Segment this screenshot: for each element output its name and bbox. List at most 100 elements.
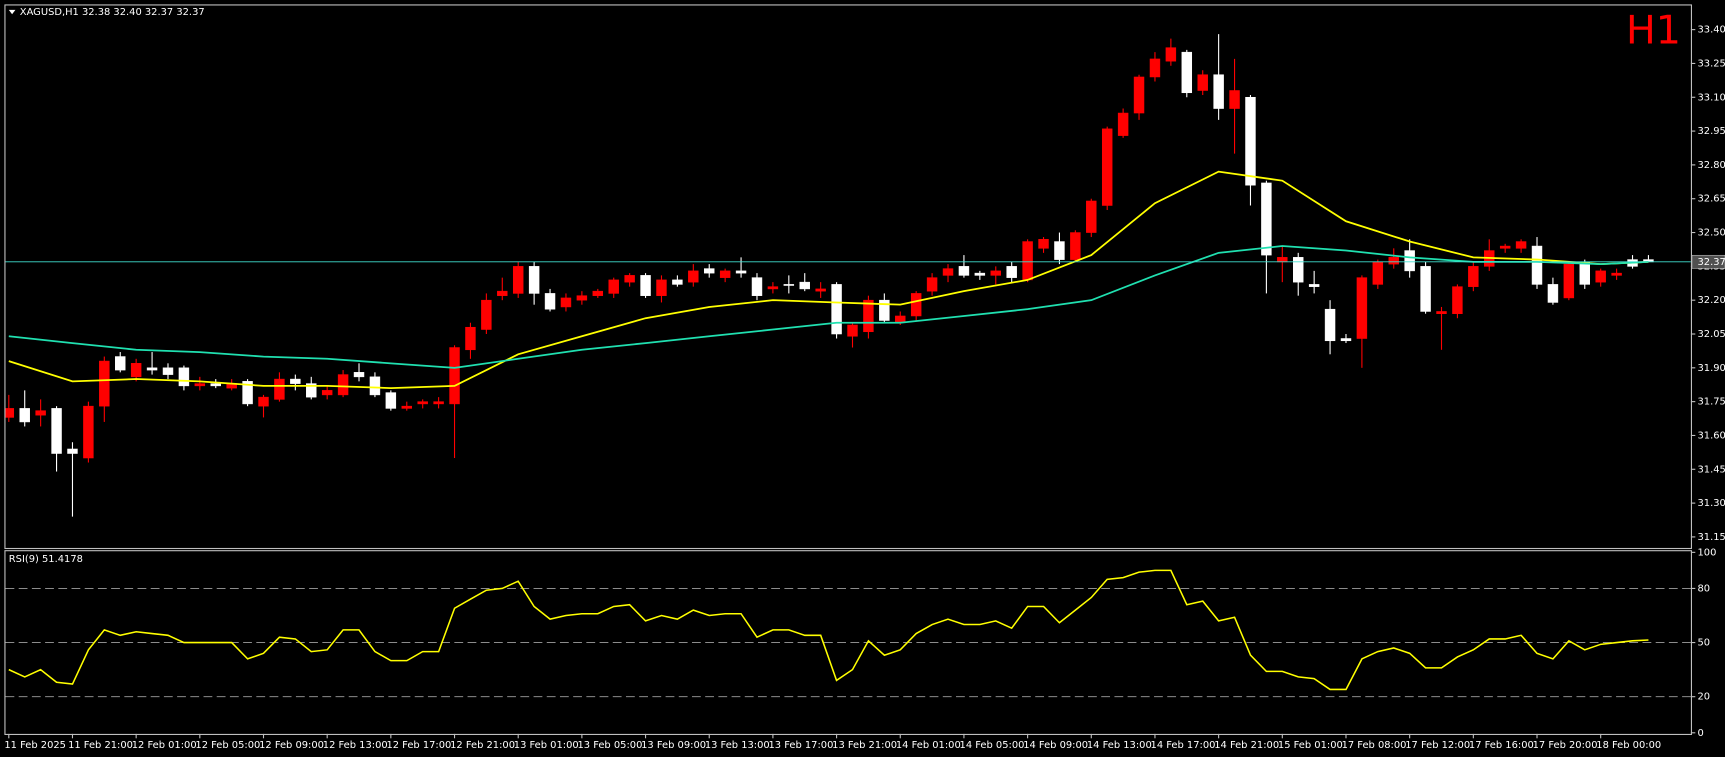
x-tick-label: 13 Feb 17:00 bbox=[769, 740, 834, 751]
x-tick-label: 17 Feb 08:00 bbox=[1342, 740, 1407, 751]
x-tick-label: 14 Feb 17:00 bbox=[1151, 740, 1216, 751]
y-tick-label: 32.50 bbox=[1697, 228, 1725, 239]
candle-body bbox=[178, 367, 190, 387]
y-tick-label: 33.25 bbox=[1697, 58, 1725, 69]
x-tick-label: 17 Feb 16:00 bbox=[1469, 740, 1534, 751]
candle-body bbox=[1086, 200, 1097, 233]
y-tick-label: 0 bbox=[1697, 728, 1703, 739]
candle-body bbox=[194, 383, 206, 387]
candle-body bbox=[990, 270, 1001, 276]
candle-body bbox=[1293, 257, 1304, 283]
x-tick-label: 18 Feb 00:00 bbox=[1596, 740, 1661, 751]
candle-body bbox=[385, 392, 397, 409]
candle-body bbox=[1563, 263, 1575, 299]
candle-body bbox=[162, 367, 174, 375]
candle-body bbox=[1261, 182, 1272, 256]
candle-body bbox=[1515, 241, 1527, 249]
candle-body bbox=[1213, 74, 1224, 109]
candle-body bbox=[130, 363, 142, 378]
candle-body bbox=[401, 405, 412, 409]
candle-body bbox=[210, 383, 221, 387]
candle-body bbox=[1404, 250, 1415, 272]
candle-body bbox=[608, 279, 619, 294]
candle-body bbox=[1595, 270, 1606, 283]
x-tick-label: 12 Feb 01:00 bbox=[132, 740, 197, 751]
title-triangle bbox=[8, 9, 16, 15]
y-tick-label: 31.30 bbox=[1697, 498, 1725, 509]
moving-average bbox=[8, 170, 1649, 389]
candle-body bbox=[624, 275, 635, 283]
candle-body bbox=[83, 405, 94, 459]
y-tick-label: 31.60 bbox=[1697, 430, 1725, 441]
main-panel-border bbox=[4, 4, 1692, 550]
y-tick-label: 33.40 bbox=[1697, 25, 1725, 36]
candle-body bbox=[115, 356, 126, 371]
candle-body bbox=[1452, 286, 1463, 314]
candle-body bbox=[528, 266, 540, 294]
x-tick-label: 11 Feb 2025 bbox=[4, 740, 66, 751]
candle-body bbox=[274, 378, 285, 400]
candle-body bbox=[1070, 232, 1081, 260]
candle-body bbox=[1277, 257, 1288, 263]
chart-title: XAGUSD,H1 32.38 32.40 32.37 32.37 bbox=[20, 7, 205, 18]
rsi-label: RSI(9) 51.4178 bbox=[9, 554, 83, 565]
y-tick-label: 32.95 bbox=[1697, 126, 1725, 137]
candle-body bbox=[67, 448, 78, 454]
candle-body bbox=[497, 290, 508, 296]
x-tick-label: 11 Feb 21:00 bbox=[68, 740, 133, 751]
x-tick-label: 12 Feb 13:00 bbox=[323, 740, 388, 751]
candle-body bbox=[879, 299, 890, 321]
candle-body bbox=[1054, 241, 1065, 260]
y-tick-label: 32.20 bbox=[1697, 295, 1725, 306]
candle-body bbox=[942, 268, 954, 276]
candle-body bbox=[910, 293, 922, 317]
candle-body bbox=[1547, 284, 1559, 303]
candle-body bbox=[815, 288, 826, 292]
candle-body bbox=[783, 284, 795, 286]
candle-body bbox=[417, 401, 428, 405]
y-tick-label: 31.45 bbox=[1697, 464, 1725, 475]
candle-body bbox=[1420, 266, 1431, 312]
candle-body bbox=[958, 266, 970, 276]
candle-body bbox=[799, 281, 810, 290]
x-tick-label: 15 Feb 01:00 bbox=[1278, 740, 1343, 751]
candle-body bbox=[640, 275, 651, 296]
candle-body bbox=[512, 266, 524, 294]
x-tick-label: 14 Feb 21:00 bbox=[1214, 740, 1279, 751]
x-tick-label: 12 Feb 17:00 bbox=[386, 740, 451, 751]
x-tick-label: 13 Feb 09:00 bbox=[641, 740, 706, 751]
x-tick-label: 17 Feb 20:00 bbox=[1533, 740, 1598, 751]
last-price-label: 32.37 bbox=[1697, 257, 1725, 268]
y-tick-label: 31.90 bbox=[1697, 363, 1725, 374]
candle-body bbox=[1149, 58, 1161, 78]
candle-body bbox=[719, 270, 731, 278]
candle-body bbox=[688, 270, 699, 283]
candle-body bbox=[926, 277, 938, 292]
y-tick-label: 32.05 bbox=[1697, 329, 1725, 340]
candle-body bbox=[321, 390, 333, 396]
candle-body bbox=[1356, 277, 1368, 339]
candle-body bbox=[146, 367, 158, 371]
candle-body bbox=[1101, 128, 1113, 206]
candle-body bbox=[847, 324, 858, 337]
x-tick-label: 13 Feb 13:00 bbox=[705, 740, 770, 751]
candle-body bbox=[433, 401, 444, 405]
x-tick-label: 13 Feb 01:00 bbox=[514, 740, 579, 751]
candle-body bbox=[544, 293, 556, 310]
candle-body bbox=[369, 376, 381, 396]
candle-body bbox=[290, 378, 301, 384]
candle-body bbox=[1197, 74, 1208, 91]
x-tick-label: 14 Feb 09:00 bbox=[1023, 740, 1088, 751]
x-tick-label: 12 Feb 21:00 bbox=[450, 740, 515, 751]
y-tick-label: 31.15 bbox=[1697, 532, 1725, 543]
y-tick-label: 50 bbox=[1697, 638, 1710, 649]
candle-body bbox=[353, 372, 365, 378]
moving-average bbox=[8, 245, 1649, 369]
candle-body bbox=[863, 299, 874, 333]
candle-body bbox=[1324, 308, 1336, 342]
candle-body bbox=[1038, 239, 1049, 249]
candle-body bbox=[974, 272, 986, 276]
